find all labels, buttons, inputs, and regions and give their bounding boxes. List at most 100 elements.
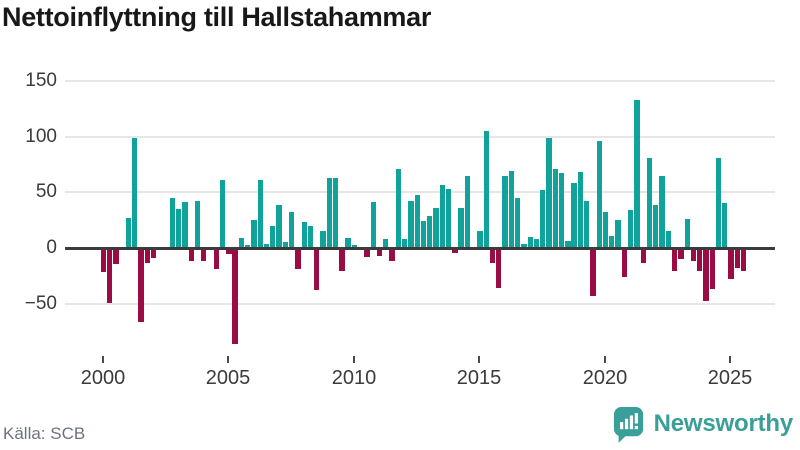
bar-2018-q4 xyxy=(571,183,577,248)
gridline--50 xyxy=(65,303,775,305)
bar-2005-q4 xyxy=(245,245,251,248)
bar-2011-q1 xyxy=(376,250,383,256)
bar-2001-q2 xyxy=(132,138,138,248)
bar-2020-q2 xyxy=(609,236,615,248)
bar-2016-q3 xyxy=(514,198,521,248)
bar-2014-q3 xyxy=(464,176,471,248)
x-axis-label-2025: 2025 xyxy=(707,367,753,389)
newsworthy-logo: Newsworthy xyxy=(612,405,793,443)
bar-2006-q1 xyxy=(251,220,257,248)
plot-area xyxy=(65,70,775,370)
bar-2009-q3 xyxy=(339,250,345,271)
bar-2008-q1 xyxy=(301,222,307,248)
bar-2011-q4 xyxy=(395,169,402,248)
y-axis-label-0: 0 xyxy=(46,237,57,258)
bar-2013-q2 xyxy=(433,208,439,248)
bar-2004-q1 xyxy=(201,250,207,261)
bar-2022-q4 xyxy=(671,250,678,271)
bar-2019-q1 xyxy=(577,172,584,248)
bar-2005-q1 xyxy=(226,250,232,254)
bar-2021-q3 xyxy=(640,250,646,263)
bar-2023-q1 xyxy=(678,250,684,259)
bar-2015-q1 xyxy=(477,231,483,248)
bar-2020-q4 xyxy=(621,250,628,277)
bar-2003-q1 xyxy=(175,209,182,248)
bar-2023-q3 xyxy=(690,250,697,261)
x-axis-label-2015: 2015 xyxy=(456,367,502,389)
bar-2014-q1 xyxy=(452,250,458,253)
bar-2013-q3 xyxy=(439,185,445,248)
bar-2012-q2 xyxy=(408,201,414,248)
bar-2006-q4 xyxy=(270,226,276,248)
x-tick-2025 xyxy=(729,356,731,363)
bar-2018-q1 xyxy=(552,169,558,248)
bar-2022-q1 xyxy=(653,205,659,248)
y-axis-label-50: 50 xyxy=(35,181,57,202)
bar-2010-q4 xyxy=(370,202,376,248)
x-tick-2015 xyxy=(478,356,480,363)
bar-2016-q2 xyxy=(508,171,515,248)
bar-2006-q2 xyxy=(257,180,263,248)
bar-2011-q2 xyxy=(383,239,389,248)
bar-2008-q3 xyxy=(314,250,320,290)
bar-2011-q3 xyxy=(389,250,395,261)
chart-title: Nettoinflyttning till Hallstahammar xyxy=(2,2,432,32)
bar-2022-q2 xyxy=(659,176,665,248)
bar-2025-q2 xyxy=(734,250,741,268)
newsworthy-icon xyxy=(613,407,643,443)
zero-axis-line xyxy=(65,247,775,250)
bar-2015-q3 xyxy=(489,250,496,263)
bar-2021-q1 xyxy=(628,210,634,248)
bar-2009-q4 xyxy=(345,238,351,248)
newsworthy-wordmark: Newsworthy xyxy=(653,410,794,437)
x-tick-2000 xyxy=(102,356,104,363)
bar-2001-q4 xyxy=(144,250,150,263)
bar-2002-q1 xyxy=(150,250,157,258)
bar-2020-q1 xyxy=(602,212,609,248)
bar-2007-q1 xyxy=(276,205,282,248)
bar-2024-q4 xyxy=(722,203,728,248)
bar-2023-q4 xyxy=(697,250,703,271)
bar-2021-q2 xyxy=(634,100,640,248)
gridline-150 xyxy=(65,80,775,82)
bar-2000-q1 xyxy=(100,250,106,272)
y-axis-label-100: 100 xyxy=(25,126,57,147)
x-axis-label-2000: 2000 xyxy=(80,367,126,389)
x-tick-2005 xyxy=(227,356,229,363)
bar-2015-q2 xyxy=(483,131,489,248)
bar-2018-q2 xyxy=(558,173,565,248)
bar-2007-q4 xyxy=(295,250,301,269)
bar-2013-q1 xyxy=(427,216,433,248)
bar-2015-q4 xyxy=(496,250,502,288)
bar-2012-q1 xyxy=(401,239,408,248)
bar-2007-q3 xyxy=(288,212,295,248)
gridline-50 xyxy=(65,191,775,193)
bar-2008-q2 xyxy=(307,226,314,248)
bar-2024-q2 xyxy=(709,250,715,289)
bar-2010-q1 xyxy=(351,245,358,248)
bar-2012-q3 xyxy=(414,195,420,248)
y-axis-label--50: −50 xyxy=(24,293,57,314)
bar-2020-q3 xyxy=(615,220,621,248)
bar-2017-q3 xyxy=(540,190,546,248)
bar-2005-q3 xyxy=(238,238,245,248)
bar-2017-q4 xyxy=(546,138,552,248)
bar-2013-q4 xyxy=(445,189,452,248)
bar-2019-q2 xyxy=(584,201,590,248)
bar-2009-q2 xyxy=(332,178,339,248)
bar-2001-q3 xyxy=(138,250,144,322)
x-axis-label-2005: 2005 xyxy=(205,367,251,389)
x-tick-2010 xyxy=(353,356,355,363)
bar-2016-q1 xyxy=(502,176,508,248)
bar-2000-q3 xyxy=(113,250,119,264)
bar-2018-q3 xyxy=(565,241,571,248)
bar-2019-q3 xyxy=(590,250,596,296)
bar-2006-q3 xyxy=(263,244,270,248)
source-label: Källa: SCB xyxy=(3,424,86,443)
bar-2017-q1 xyxy=(527,237,533,248)
bar-2012-q4 xyxy=(420,221,427,248)
bar-2008-q4 xyxy=(320,231,326,248)
gridline-100 xyxy=(65,136,775,138)
bar-2025-q3 xyxy=(741,250,747,271)
